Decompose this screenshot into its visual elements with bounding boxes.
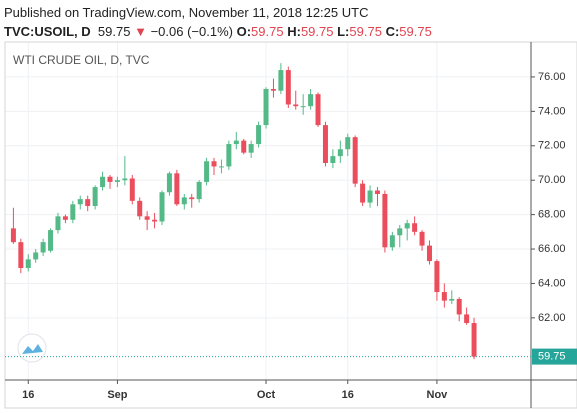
- candle-body: [211, 161, 217, 167]
- candle-body: [404, 223, 410, 229]
- candle-body: [55, 216, 61, 231]
- candle-body: [330, 156, 336, 163]
- candle-body: [374, 190, 380, 194]
- y-tick-label: 64.00: [538, 277, 566, 289]
- change-arrow: ▼: [134, 24, 147, 39]
- candle-body: [10, 228, 16, 243]
- ohlc-label: O:: [236, 24, 252, 39]
- candle-body: [471, 323, 477, 357]
- candle-body: [25, 259, 31, 268]
- x-tick-label: 16: [22, 389, 34, 401]
- logo: [17, 333, 47, 363]
- candle-body: [18, 242, 24, 268]
- candle-body: [204, 161, 210, 182]
- candle-body: [426, 245, 432, 262]
- ohlc-label: H:: [287, 24, 301, 39]
- candle-body: [122, 178, 128, 181]
- candle-body: [218, 166, 224, 168]
- candle-body: [77, 199, 83, 205]
- header: Published on TradingView.com, November 1…: [4, 3, 432, 41]
- quote-line: TVC:USOIL, D 59.75 ▼ −0.06 (−0.1%) O:59.…: [4, 22, 432, 41]
- candle-body: [434, 261, 440, 293]
- candle-body: [263, 88, 269, 126]
- candle-body: [62, 216, 68, 220]
- candle-body: [48, 230, 54, 251]
- candle-body: [33, 252, 39, 260]
- candle-body: [300, 106, 306, 108]
- candle-body: [181, 197, 187, 205]
- ohlc-value: 59.75: [399, 24, 432, 39]
- candle-body: [248, 144, 254, 153]
- y-tick-label: 62.00: [538, 312, 566, 324]
- candle-body: [315, 94, 321, 126]
- candle-body: [152, 219, 158, 222]
- candle-body: [322, 125, 328, 163]
- candle-body: [419, 231, 425, 246]
- candle-body: [256, 125, 262, 145]
- candle-body: [449, 298, 455, 301]
- y-tick-label: 70.00: [538, 174, 566, 186]
- candle-body: [464, 314, 470, 324]
- x-tick-label: Nov: [427, 389, 449, 401]
- candle-body: [241, 140, 247, 153]
- candle-body: [114, 180, 120, 182]
- candle-body: [456, 298, 462, 315]
- ohlc-label: C:: [385, 24, 400, 39]
- price: 59.75: [97, 24, 131, 39]
- candle-body: [40, 242, 46, 253]
- candle-body: [233, 140, 239, 145]
- candle-body: [293, 104, 299, 107]
- candle-body: [345, 137, 351, 150]
- candle-body: [270, 88, 276, 91]
- candle-body: [144, 216, 150, 220]
- candle-body: [129, 178, 135, 201]
- y-tick-label: 66.00: [538, 243, 566, 255]
- candle-body: [189, 197, 195, 200]
- candle-body: [159, 192, 165, 222]
- candle-body: [441, 292, 447, 301]
- chart-title: WTI CRUDE OIL, D, TVC: [13, 53, 150, 67]
- candle-body: [100, 176, 106, 188]
- ohlc-value: 59.75: [349, 24, 382, 39]
- candle-body: [137, 200, 143, 217]
- symbol: TVC:USOIL, D: [4, 24, 91, 39]
- candle-body: [70, 204, 76, 220]
- y-tick-label: 76.00: [538, 71, 566, 83]
- candle-body: [352, 137, 358, 184]
- candle-body: [285, 70, 291, 105]
- candle-body: [107, 176, 113, 182]
- x-tick-label: Oct: [257, 389, 276, 401]
- chart-frame: [4, 41, 577, 409]
- candle-body: [174, 173, 180, 205]
- candle-body: [166, 173, 172, 193]
- candle-body: [389, 235, 395, 248]
- candle-body: [367, 190, 373, 203]
- last-price-label: 59.75: [538, 351, 566, 363]
- x-tick-label: 16: [342, 389, 354, 401]
- y-tick-label: 72.00: [538, 140, 566, 152]
- y-tick-label: 68.00: [538, 209, 566, 221]
- candle-body: [85, 199, 91, 207]
- candle-body: [382, 193, 388, 248]
- published: Published on TradingView.com, November 1…: [4, 5, 369, 20]
- candle-body: [92, 187, 98, 207]
- candle-body: [196, 181, 202, 200]
- candle-body: [337, 149, 343, 157]
- candle-body: [397, 228, 403, 236]
- last-price-box: [532, 348, 577, 365]
- candle-body: [360, 183, 366, 203]
- candle-body: [412, 223, 418, 232]
- candle-body: [226, 144, 232, 167]
- change: −0.06 (−0.1%): [150, 24, 233, 39]
- candle-body: [308, 94, 314, 107]
- y-tick-label: 74.00: [538, 105, 566, 117]
- ohlc-value: 59.75: [251, 24, 284, 39]
- ohlc-value: 59.75: [300, 24, 334, 39]
- x-tick-label: Sep: [107, 389, 127, 401]
- candle-body: [278, 70, 284, 91]
- published-line: Published on TradingView.com, November 1…: [4, 3, 432, 22]
- ohlc-label: L:: [337, 24, 350, 39]
